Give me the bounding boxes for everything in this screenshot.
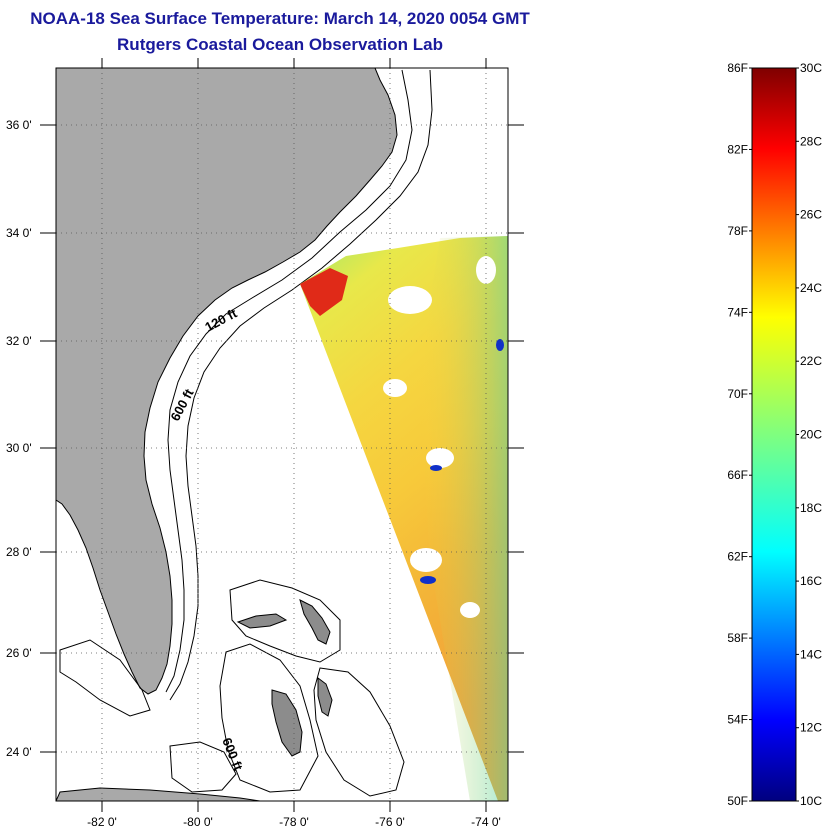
land-bahamas-grandbahama <box>236 613 288 629</box>
contour-600ft <box>169 69 433 701</box>
contour-bahamas-1 <box>229 579 341 663</box>
colorbar-f-label: 74F <box>727 305 748 319</box>
cloud-gap <box>383 379 407 397</box>
land-bahamas-abaco <box>299 599 331 645</box>
sst-warm-patch <box>300 268 348 316</box>
colorbar-c-label: 14C <box>800 647 822 661</box>
lon-label: -82 0' <box>87 815 117 829</box>
contour-bahamas-4 <box>169 741 237 793</box>
lon-label: -78 0' <box>279 815 309 829</box>
lat-label: 34 0' <box>6 226 32 240</box>
colorbar-c-label: 26C <box>800 208 822 222</box>
colorbar-f-label: 86F <box>727 61 748 75</box>
cold-patch <box>430 465 442 471</box>
lat-label: 36 0' <box>6 118 32 132</box>
colorbar <box>751 67 797 802</box>
lat-label: 24 0' <box>6 745 32 759</box>
contour-label-120ft: 120 ft <box>202 305 240 335</box>
colorbar-c-label: 30C <box>800 61 822 75</box>
colorbar-c-label: 20C <box>800 428 822 442</box>
colorbar-f-label: 50F <box>727 794 748 808</box>
lat-label: 30 0' <box>6 441 32 455</box>
land-cuba <box>56 787 261 801</box>
colorbar-f-label: 70F <box>727 387 748 401</box>
cloud-gap <box>410 548 442 572</box>
cold-patch <box>420 576 436 584</box>
tick-marks <box>40 58 524 812</box>
sst-swath-east-edge <box>420 236 508 801</box>
lat-label: 26 0' <box>6 646 32 660</box>
lon-label: -76 0' <box>375 815 405 829</box>
colorbar-c-label: 12C <box>800 721 822 735</box>
map-frame <box>55 67 509 802</box>
colorbar-c-label: 16C <box>800 574 822 588</box>
land-bahamas-andros <box>271 689 303 757</box>
colorbar-fahrenheit-labels: 86F 82F 78F 74F 70F 66F 62F 58F 54F 50F <box>727 61 752 808</box>
grid-lines <box>56 68 508 801</box>
lon-label: -80 0' <box>183 815 213 829</box>
contour-keys <box>59 639 151 717</box>
colorbar-f-label: 82F <box>727 142 748 156</box>
colorbar-f-label: 62F <box>727 550 748 564</box>
contour-bahamas-2 <box>219 643 319 793</box>
lat-label: 28 0' <box>6 545 32 559</box>
map-title: NOAA-18 Sea Surface Temperature: March 1… <box>30 9 530 28</box>
colorbar-f-label: 66F <box>727 468 748 482</box>
cloud-gap <box>426 448 454 468</box>
colorbar-f-label: 58F <box>727 631 748 645</box>
colorbar-f-label: 54F <box>727 713 748 727</box>
colorbar-c-label: 22C <box>800 354 822 368</box>
cold-patch <box>496 339 504 351</box>
cloud-gap <box>476 256 496 284</box>
map-subtitle: Rutgers Coastal Ocean Observation Lab <box>117 35 443 54</box>
colorbar-c-label: 10C <box>800 794 822 808</box>
colorbar-f-label: 78F <box>727 224 748 238</box>
contour-120ft <box>165 69 413 693</box>
contour-label-600ft-bahamas: 600 ft <box>219 736 246 774</box>
contour-bahamas-3 <box>313 667 405 797</box>
colorbar-celsius-labels: 30C 28C 26C 24C 22C 20C 18C 16C 14C 12C 10C <box>796 61 822 808</box>
cloud-gap <box>460 602 480 618</box>
land-bahamas-eleuthera <box>317 677 333 717</box>
colorbar-c-label: 18C <box>800 501 822 515</box>
colorbar-c-label: 24C <box>800 281 822 295</box>
cloud-gap <box>388 286 432 314</box>
lon-label: -74 0' <box>471 815 501 829</box>
lat-label: 32 0' <box>6 334 32 348</box>
colorbar-c-label: 28C <box>800 134 822 148</box>
land-mainland <box>56 68 398 695</box>
